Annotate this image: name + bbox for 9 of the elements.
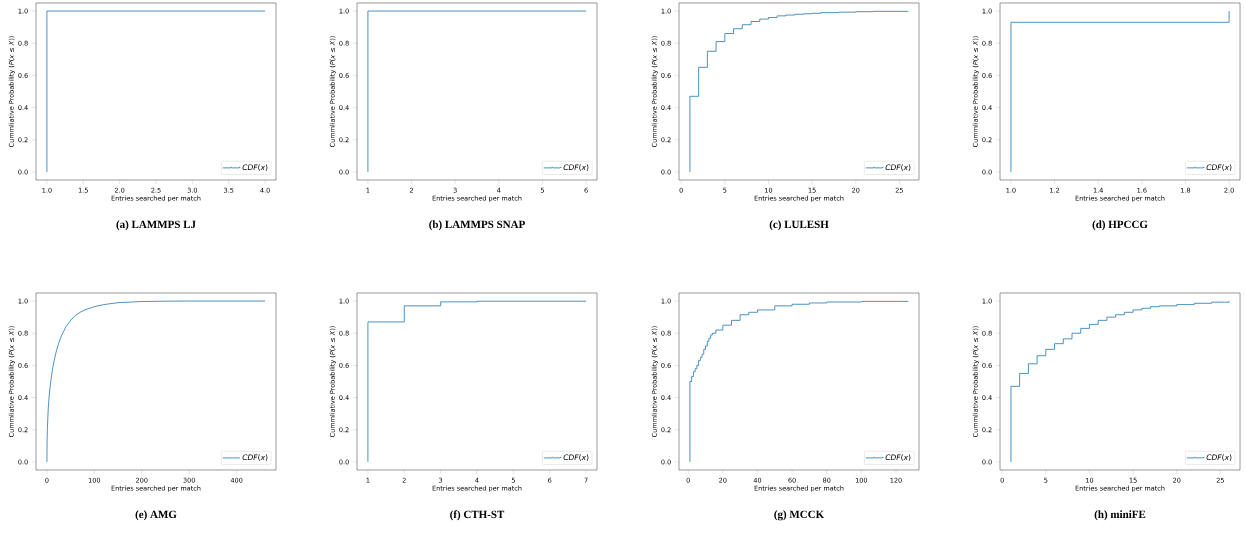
text: (e) AMG bbox=[135, 510, 177, 521]
text: (f) CTH-ST bbox=[450, 510, 505, 521]
line-series bbox=[46, 300, 266, 463]
text: (c) LULESH bbox=[769, 220, 829, 231]
text: (h) miniFE bbox=[1094, 510, 1146, 521]
text: (g) MCCK bbox=[774, 510, 825, 521]
text: (b) LAMMPS SNAP bbox=[429, 220, 525, 231]
text: (d) HPCCG bbox=[1092, 220, 1148, 231]
text: (a) LAMMPS LJ bbox=[116, 220, 196, 231]
